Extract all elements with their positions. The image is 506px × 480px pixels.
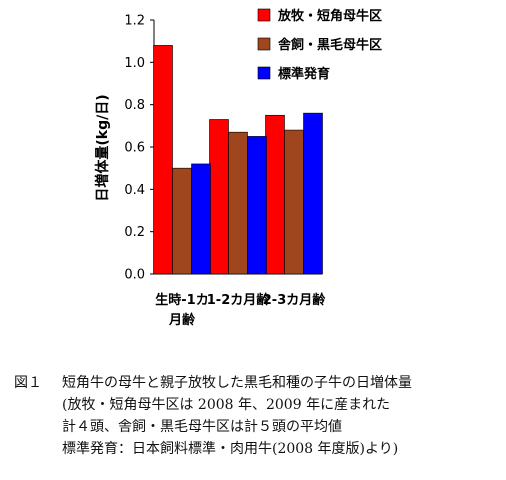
bar <box>303 112 323 275</box>
x-category-label: 月齢 <box>168 312 196 328</box>
caption-line-1: 図１ 短角牛の母牛と親子放牧した黒毛和種の子牛の日増体量 <box>14 372 500 394</box>
y-tick-label: 0.8 <box>124 98 145 113</box>
x-category-label: 1-2カ月齢 <box>207 292 270 308</box>
bar <box>247 136 267 275</box>
caption-note-2: 計４頭、舎飼・黒毛母牛区は計５頭の平均値 <box>62 419 342 435</box>
bar <box>228 131 248 275</box>
y-axis: 0.0 0.2 0.4 0.6 0.8 1.0 1.2 <box>124 14 322 283</box>
y-axis-title: 日増体量(kg/日) <box>94 94 111 201</box>
x-category-label: 2-3カ月齢 <box>263 292 326 308</box>
bar <box>265 114 285 275</box>
caption-note-3: 標準発育：日本飼料標準・肉用牛(2008 年度版)より) <box>62 441 399 457</box>
bar <box>172 167 192 275</box>
bar <box>209 119 229 275</box>
x-category-label: 生時-1カ <box>155 292 208 308</box>
figure-caption: 図１ 短角牛の母牛と親子放牧した黒毛和種の子牛の日増体量 (放牧・短角母牛区は 2… <box>14 372 500 460</box>
y-tick-label: 0.4 <box>124 183 145 198</box>
y-tick-label: 0.2 <box>124 225 145 240</box>
legend-label: 放牧・短角母牛区 <box>277 8 382 24</box>
figure-number: 図１ <box>14 375 42 391</box>
bars <box>153 45 323 275</box>
legend-swatch <box>257 66 271 80</box>
legend-swatch <box>257 8 271 22</box>
y-tick-label: 1.0 <box>124 56 145 71</box>
legend-swatch <box>257 37 271 51</box>
bar <box>284 129 304 275</box>
caption-line-3: 計４頭、舎飼・黒毛母牛区は計５頭の平均値 <box>14 416 500 438</box>
legend-label: 標準発育 <box>278 66 330 82</box>
caption-title: 短角牛の母牛と親子放牧した黒毛和種の子牛の日増体量 <box>62 375 412 391</box>
y-tick-label: 1.2 <box>124 14 145 29</box>
bar <box>153 45 173 275</box>
bar <box>191 163 211 275</box>
caption-note-1: (放牧・短角母牛区は 2008 年、2009 年に産まれた <box>62 397 391 413</box>
y-tick-label: 0.6 <box>124 141 145 156</box>
legend-label: 舎飼・黒毛母牛区 <box>278 37 382 53</box>
caption-line-4: 標準発育：日本飼料標準・肉用牛(2008 年度版)より) <box>14 438 500 460</box>
caption-line-2: (放牧・短角母牛区は 2008 年、2009 年に産まれた <box>14 394 500 416</box>
y-tick-label: 0.0 <box>124 268 145 283</box>
